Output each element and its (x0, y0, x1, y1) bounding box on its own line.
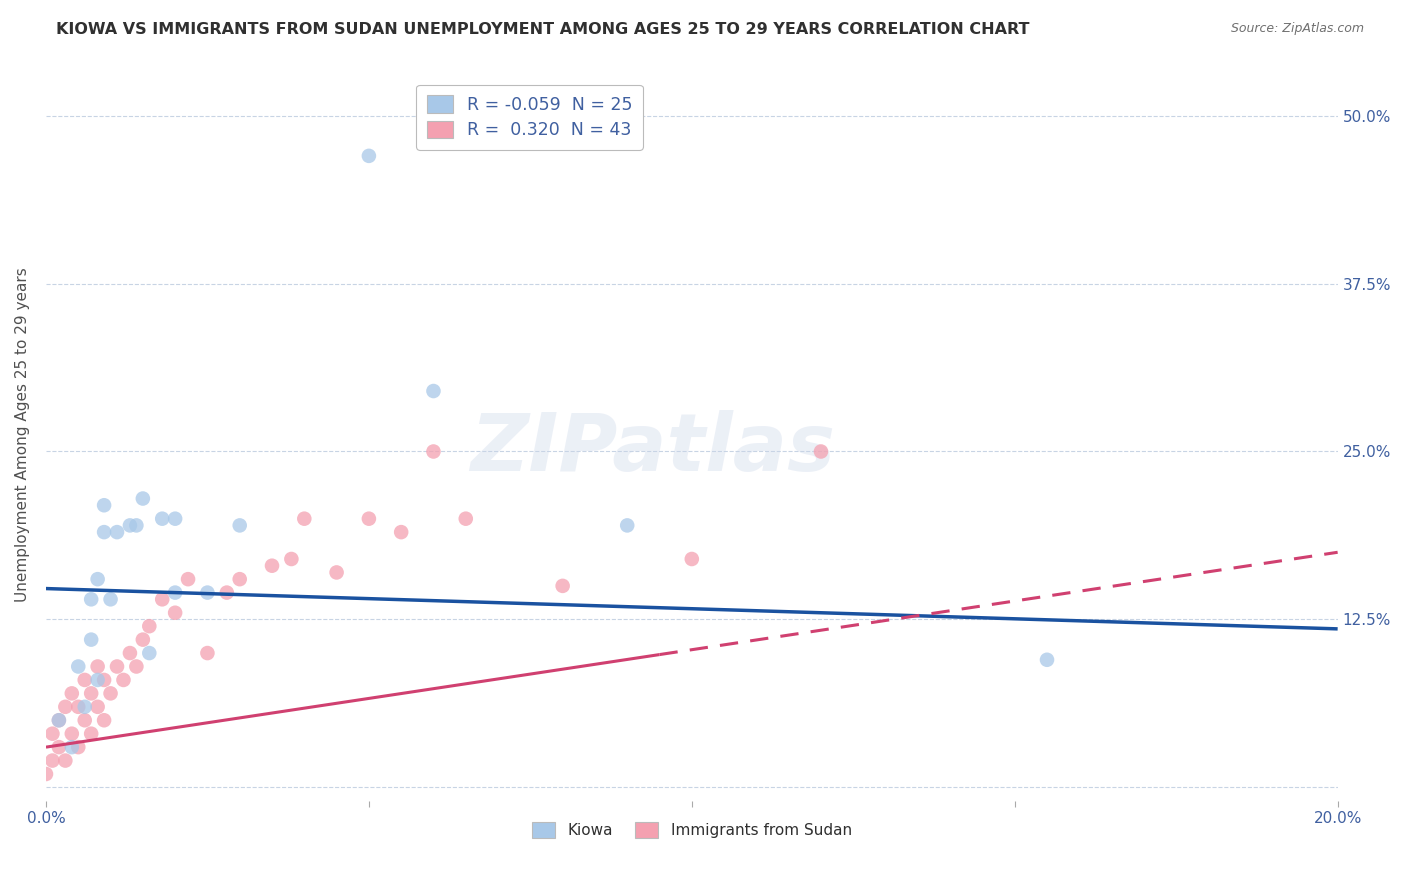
Point (53, 699, 76, 714)
Point (41, 754, 63, 768)
Point (292, 511, 315, 525)
Point (125, 659, 148, 673)
Point (138, 646, 160, 660)
Point (118, 518, 141, 533)
Point (357, 511, 380, 525)
Point (454, 511, 477, 525)
Point (215, 585, 238, 599)
Point (150, 592, 173, 607)
Point (810, 444, 832, 458)
Point (86, 572, 108, 586)
Point (100, 686, 122, 700)
Point (1036, 653, 1059, 667)
Point (48, 713, 70, 727)
Y-axis label: Unemployment Among Ages 25 to 29 years: Unemployment Among Ages 25 to 29 years (15, 268, 30, 602)
Point (177, 572, 200, 586)
Point (93, 498, 115, 512)
Point (125, 518, 148, 533)
Point (228, 518, 250, 533)
Point (681, 552, 703, 566)
Point (60, 740, 83, 755)
Point (280, 552, 302, 566)
Point (132, 491, 155, 506)
Point (80, 727, 103, 741)
Point (422, 384, 444, 398)
Point (551, 579, 574, 593)
Point (422, 444, 444, 458)
Point (93, 673, 115, 687)
Point (389, 525, 412, 540)
Point (132, 632, 155, 647)
Point (112, 673, 135, 687)
Point (86, 673, 108, 687)
Point (80, 686, 103, 700)
Point (86, 659, 108, 673)
Point (67, 740, 90, 755)
Point (165, 606, 187, 620)
Point (105, 525, 128, 540)
Point (80, 592, 103, 607)
Point (93, 525, 115, 540)
Point (67, 699, 90, 714)
Point (260, 558, 283, 573)
Point (100, 592, 122, 607)
Point (138, 619, 160, 633)
Point (48, 713, 70, 727)
Text: KIOWA VS IMMIGRANTS FROM SUDAN UNEMPLOYMENT AMONG AGES 25 TO 29 YEARS CORRELATIO: KIOWA VS IMMIGRANTS FROM SUDAN UNEMPLOYM… (56, 22, 1029, 37)
Point (150, 511, 173, 525)
Point (325, 566, 347, 580)
Text: ZIPatlas: ZIPatlas (471, 410, 835, 488)
Point (197, 646, 219, 660)
Point (118, 646, 141, 660)
Point (48, 740, 70, 755)
Point (228, 572, 250, 586)
Point (165, 511, 187, 525)
Point (73, 699, 96, 714)
Point (105, 659, 128, 673)
Point (35, 767, 58, 781)
Point (197, 585, 219, 599)
Point (41, 727, 63, 741)
Point (357, 149, 380, 163)
Point (616, 518, 638, 533)
Point (73, 673, 96, 687)
Point (60, 727, 83, 741)
Legend: Kiowa, Immigrants from Sudan: Kiowa, Immigrants from Sudan (526, 816, 858, 845)
Point (80, 632, 103, 647)
Point (73, 713, 96, 727)
Text: Source: ZipAtlas.com: Source: ZipAtlas.com (1230, 22, 1364, 36)
Point (67, 659, 90, 673)
Point (165, 585, 187, 599)
Point (53, 754, 76, 768)
Point (60, 686, 83, 700)
Point (93, 713, 115, 727)
Point (86, 699, 108, 714)
